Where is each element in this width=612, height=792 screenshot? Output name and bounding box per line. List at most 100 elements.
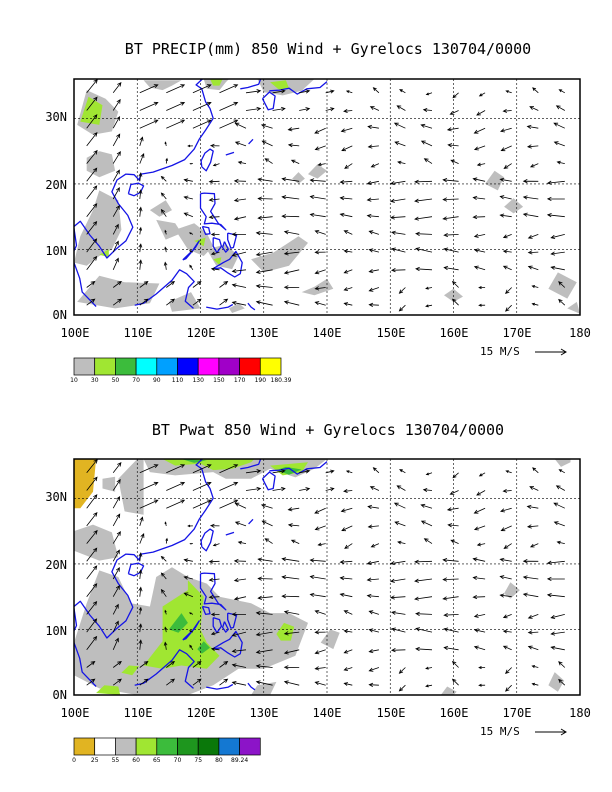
pwat-wind-arrow-9 [314, 681, 326, 686]
precip-wind-arrow-148 [472, 177, 486, 182]
pwat-wind-arrow-145 [389, 560, 406, 566]
precip-wind-arrow-168 [503, 163, 512, 170]
precip-colorbar-label-9: 190 [255, 377, 267, 384]
pwat-wind-arrow-76 [86, 600, 98, 615]
precip-wind-arrow-132 [546, 196, 565, 202]
precip-wind-arrow-202 [393, 122, 406, 129]
pwat-wind-arrow-103 [281, 594, 300, 599]
pwat-wind-arrow-158 [237, 540, 247, 545]
precip-wind-arrow-8 [283, 300, 300, 306]
pwat-wind-arrow-61 [188, 630, 194, 633]
pwat-wind-arrow-32 [425, 666, 433, 670]
pwat-wind-arrow-181 [341, 525, 353, 532]
precip-wind-arrow-222 [422, 108, 433, 112]
pwat-wind-arrow-160 [290, 539, 300, 544]
pwat-lon-label-120: 120E [187, 706, 216, 720]
pwat-wind-arrow-21 [139, 660, 149, 668]
precip-colorbar-swatch-1 [94, 357, 116, 376]
pwat-colorbar-label-2: 55 [112, 757, 120, 764]
precip-lon-label-130: 130E [250, 326, 279, 340]
precip-coastline-6 [212, 236, 223, 254]
pwat-wind-arrow-197 [260, 503, 273, 509]
precip-wind-arrow-173 [139, 136, 144, 147]
pwat-wind-arrow-82 [231, 612, 247, 617]
pwat-wind-arrow-60 [164, 626, 167, 633]
precip-wind-arrow-47 [314, 269, 326, 275]
precip-lat-label-10: 10N [45, 244, 67, 258]
precip-wind-arrow-59 [138, 243, 143, 253]
pwat-shade-region-13 [197, 641, 210, 654]
pwat-wind-arrow-237 [325, 469, 335, 474]
precip-wind-arrow-152 [86, 149, 98, 164]
pwat-wind-arrow-59 [138, 623, 143, 633]
precip-wind-arrow-140 [257, 177, 273, 182]
precip-wind-arrow-155 [165, 157, 169, 164]
precip-wind-arrow-241 [425, 92, 433, 96]
precip-wind-arrow-10 [343, 302, 353, 306]
precip-colorbar-swatch-5 [177, 357, 199, 376]
precip-wind-arrow-245 [532, 87, 539, 94]
precip-wind-arrow-34 [478, 286, 486, 290]
precip-shading [74, 79, 580, 314]
pwat-wind-arrow-44 [231, 648, 247, 654]
precip-wind-arrow-239 [372, 87, 380, 94]
precip-wind-arrow-149 [499, 177, 512, 182]
pwat-wind-arrow-129 [472, 575, 486, 581]
pwat-wind-arrow-155 [165, 537, 169, 544]
pwat-wind-arrow-137 [183, 558, 193, 563]
precip-colorbar-label-7: 150 [213, 377, 225, 384]
precip-wind-arrow-82 [231, 232, 247, 237]
precip-wind-arrow-207 [526, 124, 539, 130]
pwat-wind-arrow-169 [529, 543, 539, 548]
pwat-wind-arrow-52 [443, 645, 459, 651]
pwat-wind-arrow-172 [112, 513, 121, 527]
precip-wind-arrow-240 [399, 89, 406, 94]
pwat-wind-arrow-153 [112, 531, 121, 544]
pwat-shading [74, 459, 571, 695]
pwat-wind-arrow-215 [245, 486, 262, 492]
precip-wind-arrow-161 [317, 162, 326, 167]
pwat-wind-arrow-92 [502, 614, 512, 619]
pwat-wind-arrow-106 [366, 593, 379, 599]
precip-wind-arrow-3 [166, 298, 176, 306]
precip-coastline-17 [248, 138, 254, 145]
pwat-wind-arrow-213 [192, 481, 212, 491]
pwat-wind-arrow-100 [208, 594, 220, 600]
precip-wind-arrow-229 [112, 81, 122, 94]
pwat-wind-arrow-75 [550, 631, 565, 636]
precip-colorbar-swatch-4 [156, 357, 178, 376]
precip-wind-arrow-44 [231, 268, 247, 274]
precip-wind-arrow-86 [343, 230, 353, 235]
precip-wind-arrow-46 [283, 269, 300, 275]
pwat-coastlines [74, 459, 328, 691]
precip-wind-arrow-211 [139, 101, 159, 111]
precip-wind-arrow-123 [309, 194, 326, 200]
pwat-wind-arrow-234 [245, 469, 262, 474]
pwat-wind-arrow-156 [189, 542, 193, 545]
precip-wind-arrow-116 [138, 189, 143, 200]
pwat-wind-arrow-1 [112, 678, 122, 686]
pwat-wind-arrow-85 [314, 610, 326, 615]
precip-wind-arrow-80 [188, 232, 194, 235]
pwat-wind-arrow-146 [414, 559, 433, 564]
precip-wind-arrow-73 [502, 249, 512, 254]
pwat-wind-arrow-66 [314, 630, 326, 635]
precip-wind-scale-arrowhead [560, 348, 567, 356]
precip-shade-region-6 [270, 80, 289, 91]
precip-wind-arrow-177 [234, 141, 247, 147]
precip-wind-arrow-198 [287, 127, 300, 132]
pwat-wind-arrow-141 [281, 557, 300, 562]
precip-wind-arrow-219 [343, 109, 353, 113]
precip-wind-arrow-22 [166, 280, 176, 288]
pwat-wind-arrow-11 [368, 682, 379, 687]
precip-colorbar-label-10: 180.39 [271, 377, 292, 384]
pwat-wind-arrow-218 [325, 487, 335, 492]
pwat-colorbar-label-8: 89.24 [231, 757, 248, 764]
precip-shade-region-15 [213, 257, 222, 266]
precip-wind-arrow-128 [442, 197, 459, 202]
pwat-wind-arrow-110 [472, 594, 486, 600]
pwat-wind-arrow-115 [112, 566, 120, 580]
precip-wind-arrow-145 [389, 180, 406, 186]
pwat-wind-arrow-167 [476, 542, 486, 547]
pwat-wind-arrow-45 [255, 649, 273, 654]
